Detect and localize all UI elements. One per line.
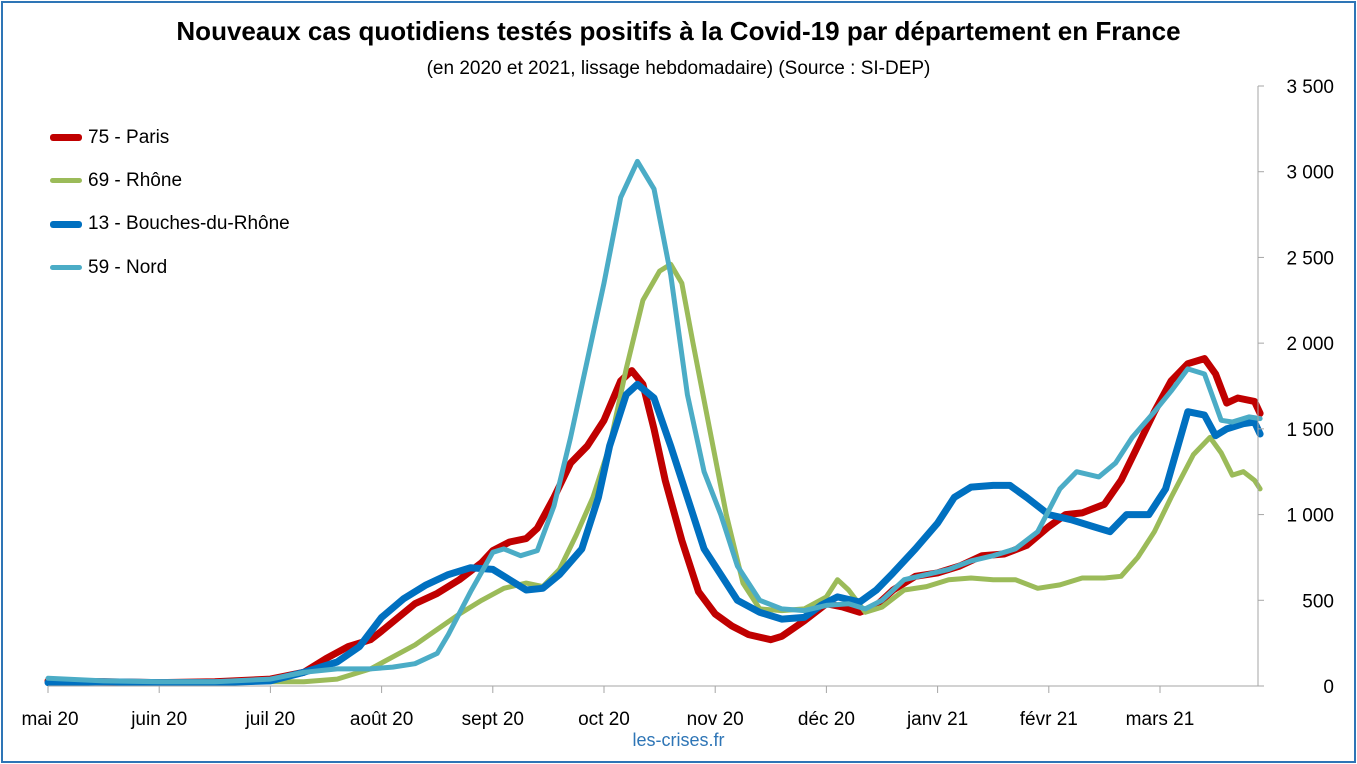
legend-label-bouches-du-rhone: 13 - Bouches-du-Rhône [88,213,290,235]
legend-label-nord: 59 - Nord [88,256,168,278]
legend-swatch-paris [50,134,82,142]
x-tick-label: sept 20 [462,709,524,730]
series-line-75-paris [44,355,1264,687]
legend-swatch-bouches-du-rhone [50,220,82,228]
legend-label-rhone: 69 - Rhône [88,169,183,191]
legend: 75 - Paris 69 - Rhône 13 - Bouches-du-Rh… [50,116,290,289]
x-tick-label: mai 20 [21,709,78,730]
x-tick-label: janv 21 [906,709,968,730]
series-line-13-bouches-du-rhone [44,380,1264,687]
legend-swatch-rhone [50,178,82,184]
legend-item-rhone: 69 - Rhône [50,159,290,202]
series-line-59-nord [45,158,1263,685]
x-tick-label: mars 21 [1126,709,1195,730]
legend-item-nord: 59 - Nord [50,246,290,289]
legend-swatch-nord [50,265,82,271]
y-tick-label: 3 000 [1286,163,1334,184]
legend-label-paris: 75 - Paris [88,126,170,148]
chart-subtitle: (en 2020 et 2021, lissage hebdomadaire) … [426,58,931,79]
x-tick-label: juin 20 [130,709,187,730]
y-tick-label: 2 000 [1286,334,1334,355]
y-tick-label: 2 500 [1286,248,1334,269]
x-tick-label: déc 20 [798,709,855,730]
x-tick-label: nov 20 [687,709,744,730]
series-line-69-rhone [45,261,1263,686]
x-tick-label: oct 20 [578,709,630,730]
y-tick-label: 0 [1323,677,1334,698]
x-tick-label: août 20 [350,709,413,730]
chart-title: Nouveaux cas quotidiens testés positifs … [176,16,1181,46]
y-tick-label: 1 500 [1286,420,1334,441]
x-tick-label: févr 21 [1020,709,1078,730]
y-tick-label: 1 000 [1286,506,1334,527]
source-label: les-crises.fr [632,730,725,750]
legend-item-paris: 75 - Paris [50,116,290,159]
x-tick-label: juil 20 [245,709,296,730]
y-tick-label: 500 [1302,591,1334,612]
legend-item-bouches-du-rhone: 13 - Bouches-du-Rhône [50,203,290,246]
y-tick-label: 3 500 [1286,77,1334,98]
